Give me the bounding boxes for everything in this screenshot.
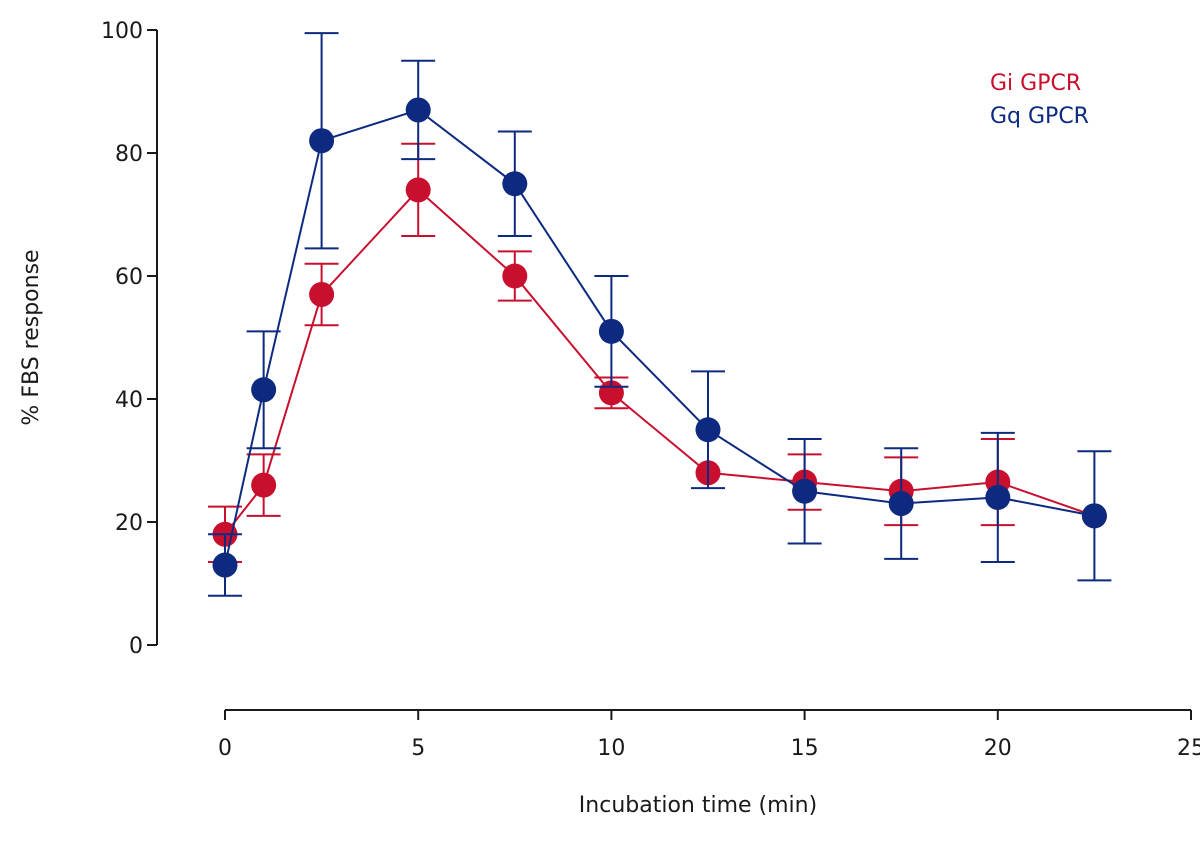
x-tick-label: 0 xyxy=(218,736,232,761)
data-point xyxy=(502,171,528,197)
series-gq xyxy=(208,32,1112,597)
y-tick-label: 100 xyxy=(101,19,143,44)
data-point xyxy=(405,97,431,123)
y-tick-label: 80 xyxy=(115,142,143,167)
x-axis-label: Incubation time (min) xyxy=(579,793,817,818)
plot-area xyxy=(208,32,1112,597)
series-line xyxy=(224,108,1095,566)
data-point xyxy=(251,377,277,403)
data-point xyxy=(502,263,528,289)
data-point xyxy=(405,177,431,203)
data-point xyxy=(792,478,818,504)
x-tick-label: 15 xyxy=(791,736,819,761)
y-axis: 0 20 40 60 80 100 xyxy=(101,19,158,659)
data-point xyxy=(888,491,914,517)
x-tick-label: 10 xyxy=(597,736,625,761)
data-point xyxy=(251,472,277,498)
legend-entry: Gi GPCR xyxy=(990,71,1081,96)
y-tick-label: 20 xyxy=(115,511,143,536)
data-point xyxy=(309,128,335,154)
legend-entry: Gq GPCR xyxy=(990,104,1089,129)
data-point xyxy=(309,281,335,307)
x-tick-label: 20 xyxy=(984,736,1012,761)
y-tick-label: 40 xyxy=(115,388,143,413)
y-tick-label: 0 xyxy=(129,634,143,659)
y-tick-label: 60 xyxy=(115,265,143,290)
data-point xyxy=(985,484,1011,510)
data-point xyxy=(1081,503,1107,529)
x-tick-label: 5 xyxy=(411,736,425,761)
x-axis: 0 5 10 15 20 25 xyxy=(218,709,1200,761)
data-point xyxy=(598,318,624,344)
legend: Gi GPCR Gq GPCR xyxy=(990,71,1089,129)
data-point xyxy=(212,552,238,578)
series-line xyxy=(224,188,1095,535)
data-point xyxy=(695,417,721,443)
y-axis-label: % FBS response xyxy=(19,249,44,425)
x-tick-label: 25 xyxy=(1177,736,1200,761)
